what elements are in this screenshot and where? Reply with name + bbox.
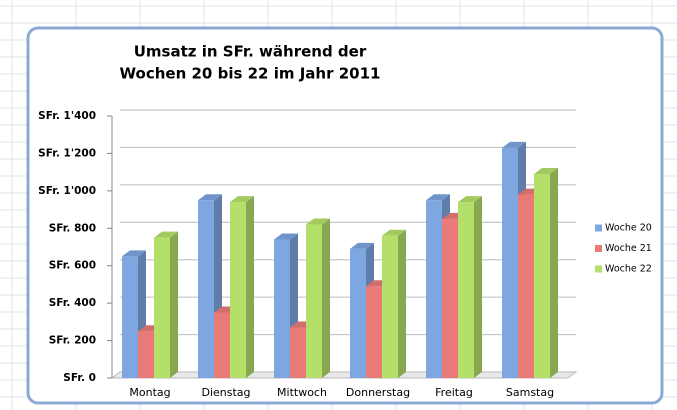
chart-title: Umsatz in SFr. während der (134, 43, 367, 61)
bar (230, 202, 246, 378)
y-tick-label: SFr. 0 (63, 372, 96, 384)
y-tick-label: SFr. 1'400 (38, 110, 96, 122)
bar (154, 237, 170, 378)
legend-label: Woche 20 (605, 223, 652, 234)
y-tick-label: SFr. 400 (49, 297, 96, 309)
bar-top (122, 250, 146, 257)
y-tick-label: SFr. 1'200 (38, 147, 96, 159)
x-tick-label: Samstag (506, 386, 554, 399)
bar-top (230, 196, 254, 203)
bar (290, 327, 306, 378)
bar (382, 235, 398, 378)
bar-top (154, 231, 178, 238)
legend-label: Woche 21 (605, 243, 652, 254)
bar (138, 331, 154, 378)
bar-top (426, 194, 450, 201)
bar-top (350, 242, 374, 249)
bar-top (198, 194, 222, 201)
bar-side (322, 218, 330, 378)
legend-swatch (595, 224, 602, 232)
bar (518, 194, 534, 378)
legend-label: Woche 22 (605, 264, 652, 275)
bar-top (502, 141, 526, 148)
bar-top (274, 233, 298, 240)
y-tick-label: SFr. 800 (49, 222, 96, 234)
bar (198, 200, 214, 378)
legend-swatch (595, 245, 602, 252)
bar-top (382, 229, 406, 236)
bar (306, 224, 322, 378)
x-tick-label: Mittwoch (277, 386, 327, 399)
bar-top (458, 196, 482, 203)
legend-swatch (595, 265, 602, 273)
bar (458, 202, 474, 378)
x-tick-label: Montag (129, 386, 170, 399)
bar (426, 200, 442, 378)
bar (214, 312, 230, 378)
bar-side (550, 168, 558, 378)
bar (442, 218, 458, 378)
y-tick-label: SFr. 1'000 (38, 185, 96, 197)
bar (122, 256, 138, 378)
bar-top (306, 218, 330, 225)
bar-side (474, 196, 482, 378)
bar-side (398, 229, 406, 378)
y-tick-label: SFr. 200 (49, 335, 96, 347)
bar (502, 147, 518, 378)
bar-top (534, 168, 558, 175)
chart-title: Wochen 20 bis 22 im Jahr 2011 (120, 65, 381, 83)
bar-side (246, 196, 254, 378)
y-tick-label: SFr. 600 (49, 260, 96, 272)
bar (534, 174, 550, 378)
bar (274, 239, 290, 378)
x-tick-label: Dienstag (201, 386, 250, 399)
bar-side (170, 231, 178, 378)
x-tick-label: Freitag (435, 386, 473, 399)
bar (350, 248, 366, 378)
bar (366, 286, 382, 378)
x-tick-label: Donnerstag (346, 386, 410, 399)
